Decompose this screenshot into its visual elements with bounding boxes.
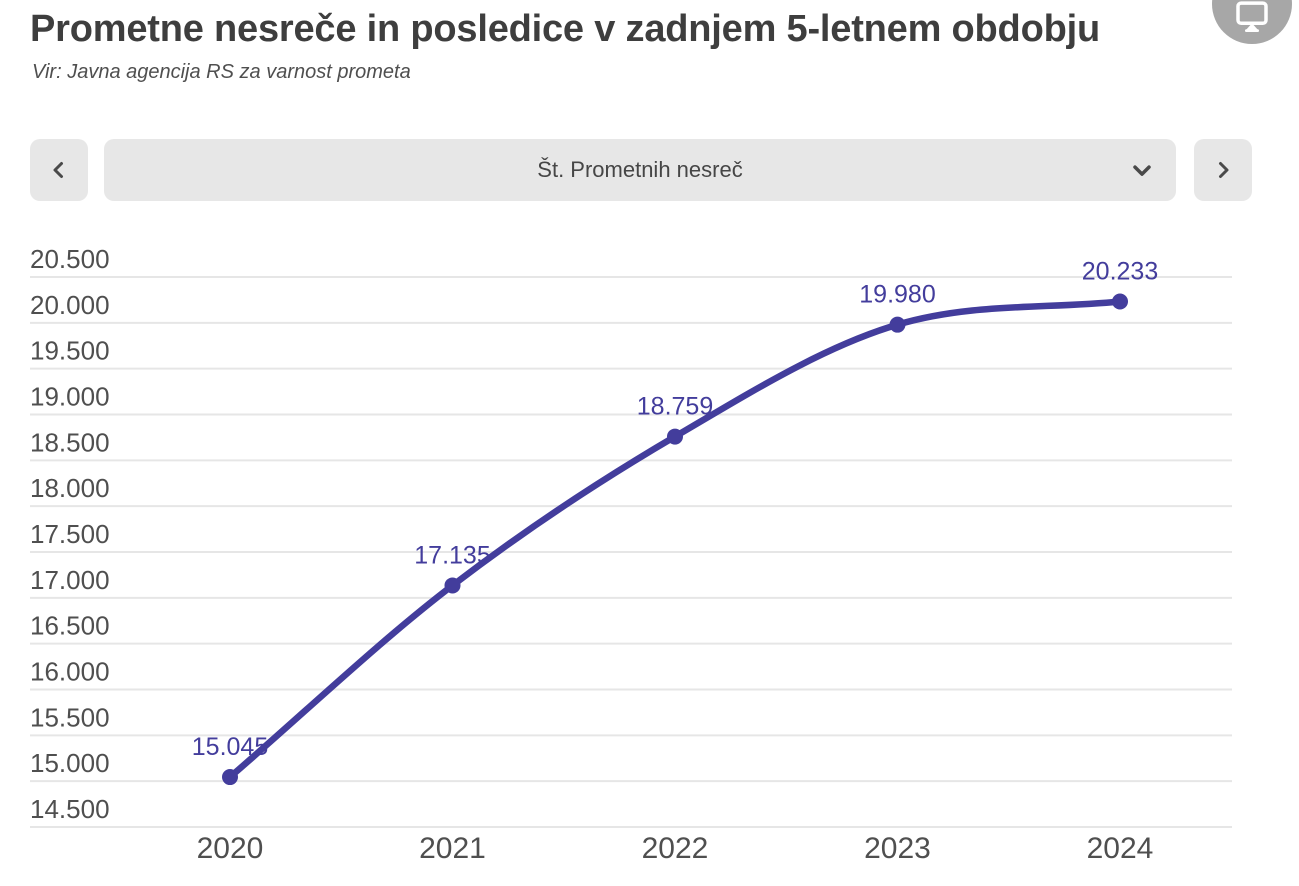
data-point[interactable] xyxy=(1112,293,1128,310)
y-axis-tick-label: 16.500 xyxy=(30,611,110,641)
y-axis-tick-label: 19.500 xyxy=(30,336,110,366)
next-metric-button[interactable] xyxy=(1194,139,1252,201)
metric-dropdown-label: Št. Prometnih nesreč xyxy=(537,157,743,182)
series-line xyxy=(226,298,1124,781)
monitor-icon xyxy=(1231,0,1273,44)
x-axis-label: 2023 xyxy=(864,832,931,865)
y-axis-tick-label: 14.500 xyxy=(30,794,110,824)
y-axis-tick-label: 20.000 xyxy=(30,290,110,320)
chevron-left-icon xyxy=(47,158,71,182)
page-title: Prometne nesreče in posledice v zadnjem … xyxy=(30,8,1100,50)
data-point[interactable] xyxy=(222,769,238,786)
data-point-label: 18.759 xyxy=(637,393,713,421)
y-axis-tick-label: 17.000 xyxy=(30,565,110,595)
chevron-down-icon xyxy=(1128,156,1156,184)
metric-dropdown[interactable]: Št. Prometnih nesreč xyxy=(104,139,1176,201)
data-point-label: 17.135 xyxy=(414,541,490,569)
y-axis-tick-label: 18.500 xyxy=(30,427,110,457)
chevron-right-icon xyxy=(1211,158,1235,182)
y-axis-tick-label: 19.000 xyxy=(30,382,110,412)
x-axis-label: 2024 xyxy=(1087,832,1154,865)
y-axis-tick-label: 15.000 xyxy=(30,748,110,778)
data-point[interactable] xyxy=(667,428,683,445)
y-axis-tick-label: 18.000 xyxy=(30,473,110,503)
data-point-label: 19.980 xyxy=(859,281,935,309)
x-axis-label: 2022 xyxy=(642,832,709,865)
x-axis-label: 2021 xyxy=(419,832,486,865)
y-axis-tick-label: 20.500 xyxy=(30,244,110,274)
y-axis-tick-label: 15.500 xyxy=(30,702,110,732)
x-axis-label: 2020 xyxy=(197,832,264,865)
data-point[interactable] xyxy=(889,316,906,333)
data-point[interactable] xyxy=(444,577,461,594)
source-note: Vir: Javna agencija RS za varnost promet… xyxy=(32,61,411,83)
data-point-label: 15.045 xyxy=(192,733,268,761)
y-axis-tick-label: 16.000 xyxy=(30,657,110,687)
y-axis-tick-label: 17.500 xyxy=(30,519,110,549)
data-point-label: 20.233 xyxy=(1082,257,1158,285)
previous-metric-button[interactable] xyxy=(30,139,88,201)
